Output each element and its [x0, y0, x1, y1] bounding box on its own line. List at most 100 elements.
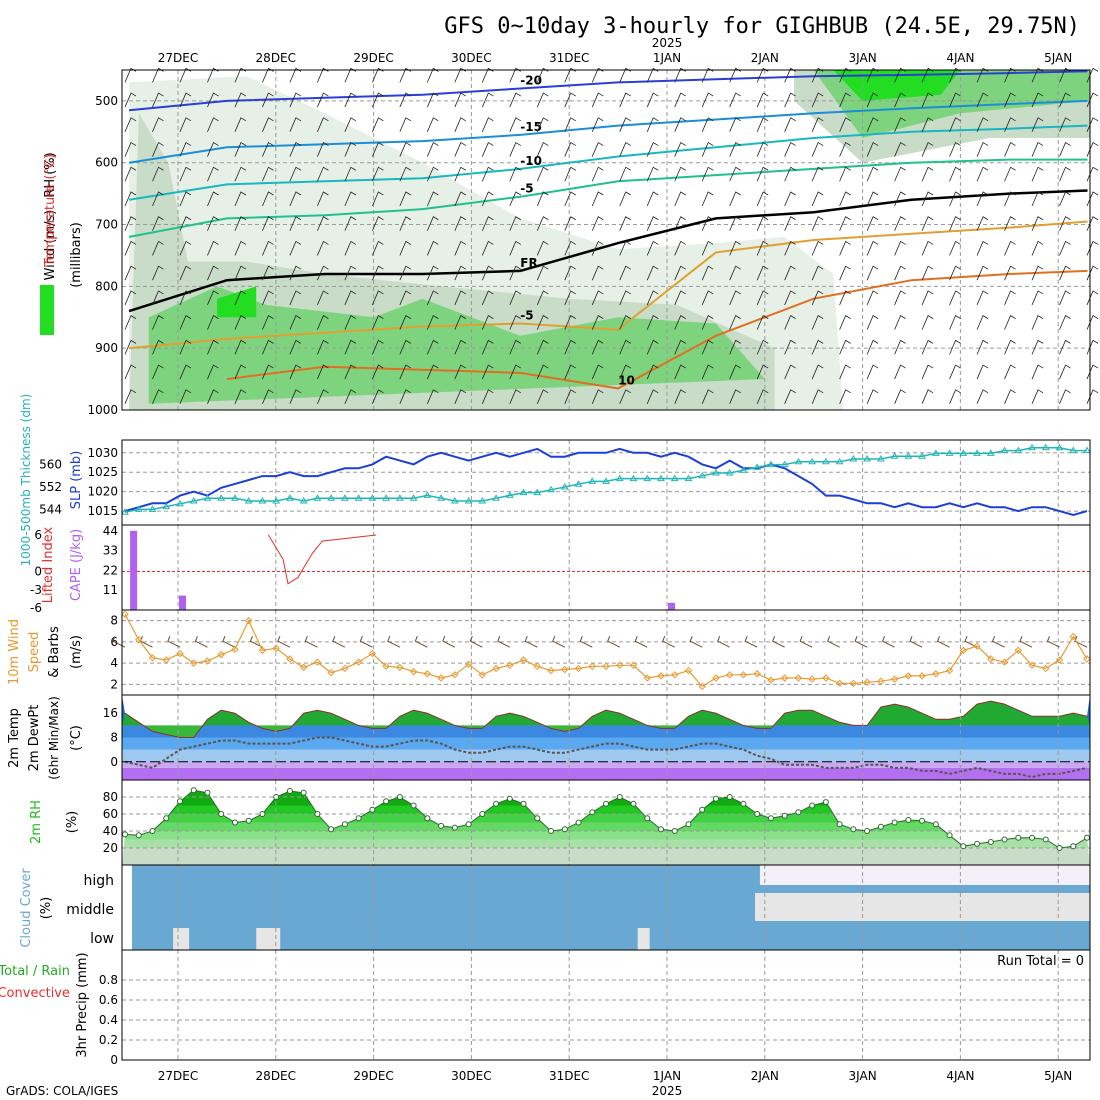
wind-barb [454, 389, 467, 404]
wind-barb [674, 364, 686, 380]
wind-barb [1031, 141, 1044, 157]
wind-barb [481, 339, 494, 355]
date-label-top: 1JAN [653, 51, 681, 65]
wind-barb [1004, 290, 1016, 306]
thickness-marker [670, 474, 679, 482]
thickness-marker [1055, 443, 1064, 451]
rh-marker [1070, 843, 1077, 850]
lifted-index-tick-label: 6 [34, 528, 42, 542]
cloud-clear-low [637, 928, 650, 950]
wind-barb [701, 339, 714, 355]
thickness-marker [547, 485, 555, 493]
wind-barb [607, 636, 620, 648]
wind-barb [289, 290, 302, 306]
wind-barb [454, 315, 467, 330]
wind-barb [179, 389, 192, 404]
wind-barb [756, 240, 769, 256]
wind-barb [811, 389, 824, 404]
thickness-marker [1083, 446, 1091, 454]
wind-speed-marker [121, 610, 129, 618]
wind-barb [179, 364, 192, 380]
wind-barb [949, 191, 961, 207]
thickness-marker [1014, 446, 1023, 454]
ylabel-rh-unit: (%) [65, 811, 80, 834]
wind-barb [509, 141, 522, 157]
wind-barb [894, 240, 906, 256]
wind-barb [564, 265, 576, 281]
wind-speed-marker [877, 677, 885, 685]
wind-barb [839, 191, 851, 207]
wind-barb [701, 265, 714, 281]
wind-barb [784, 315, 796, 330]
rh-marker [795, 809, 802, 816]
wind-barb [674, 216, 686, 231]
wind-barb [152, 339, 164, 355]
wind-barb [289, 339, 302, 355]
thickness-marker [341, 494, 349, 501]
thickness-marker [409, 494, 418, 501]
wind-barb [1059, 216, 1071, 231]
y-tick-label: 16 [103, 706, 118, 720]
wind-barb [1059, 290, 1071, 306]
wind-barb [701, 315, 714, 330]
wind-barb [344, 141, 357, 157]
wind-barb [399, 389, 412, 404]
wind-speed-marker [519, 656, 528, 664]
wind-barb [811, 141, 824, 157]
rh-marker [575, 819, 582, 826]
wind-barb [289, 191, 302, 207]
ylabel-wind-unit: (m/s) [69, 635, 84, 669]
wind-barb [207, 389, 219, 404]
wind-barb [234, 117, 247, 132]
wind-speed-marker [217, 650, 225, 659]
wind-barb [564, 315, 576, 330]
wind-barb [426, 240, 439, 256]
wind-barb [179, 141, 192, 157]
wind-barb [784, 265, 796, 281]
rh-marker [163, 815, 170, 822]
wind-barb [811, 265, 824, 281]
wind-barb [921, 315, 934, 330]
wind-barb [646, 92, 659, 108]
wind-barb [317, 240, 329, 256]
rh-marker [355, 815, 362, 822]
slp-tick-label: 1020 [87, 485, 118, 499]
wind-speed-marker [1055, 656, 1064, 664]
wind-barb [921, 290, 934, 306]
wind-barb [234, 339, 247, 355]
wind-barb [124, 389, 137, 404]
wind-speed-marker [890, 675, 899, 683]
wind-barb [921, 92, 934, 108]
wind-barb [552, 636, 565, 648]
wind-barb [646, 216, 659, 231]
thickness-marker [629, 474, 638, 482]
wind-barb [866, 315, 879, 330]
wind-barb [839, 339, 851, 355]
temp-area [122, 701, 1090, 738]
wind-speed-marker [684, 666, 693, 675]
wind-barb [1086, 364, 1099, 380]
wind-barb [564, 92, 576, 108]
thickness-marker [272, 497, 281, 504]
wind-barb [949, 339, 961, 355]
ylabel-temp-unit: (°C) [69, 725, 84, 751]
wind-barb [414, 636, 428, 648]
ylabel-cape: CAPE (J/kg) [69, 529, 84, 601]
wind-barb [207, 191, 219, 207]
wind-barb [674, 166, 686, 182]
wind-barb [1004, 191, 1016, 207]
wind-barb [784, 389, 796, 404]
temp-line [124, 700, 1088, 738]
thickness-marker [450, 497, 459, 504]
wind-barb [124, 240, 137, 256]
wind-barb [756, 265, 769, 281]
thickness-marker [1028, 443, 1036, 451]
wind-barb [646, 265, 659, 281]
rh-marker [919, 817, 926, 824]
wind-barb [317, 117, 329, 132]
ylabel-wind: 10m Wind [7, 619, 22, 685]
thickness-marker [986, 449, 995, 456]
wind-barb [729, 191, 741, 207]
wind-speed-marker [396, 663, 404, 672]
wind-barb [399, 265, 412, 281]
